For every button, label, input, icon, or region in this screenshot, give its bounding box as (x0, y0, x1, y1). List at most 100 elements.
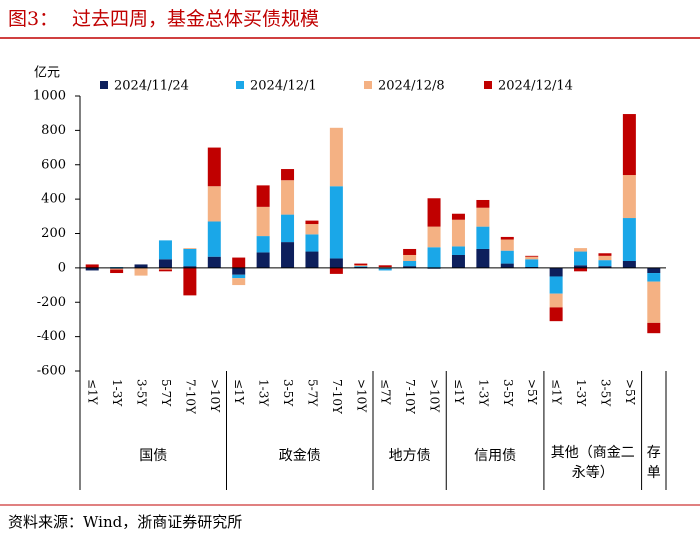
x-tick-label: 3-5Y (598, 379, 612, 407)
bar-segment (622, 114, 636, 176)
x-tick-label: 7-10Y (183, 379, 197, 415)
bar-segment (451, 213, 465, 220)
bar-segment (476, 199, 490, 208)
y-tick-label: 200 (41, 226, 66, 241)
bar-segment (134, 267, 148, 276)
bar-segment (598, 253, 612, 256)
group-label: 政金债 (278, 448, 321, 464)
x-tick-label: >10Y (428, 379, 442, 413)
bar-segment (451, 246, 465, 255)
bar-segment (207, 186, 221, 222)
bar-segment (305, 234, 319, 252)
x-tick-label: 1-3Y (110, 379, 124, 407)
x-tick-label: 3-5Y (281, 379, 295, 407)
bar-segment (574, 248, 588, 252)
bar-segment (158, 259, 172, 268)
bar-segment (110, 269, 124, 274)
bar-segment (598, 260, 612, 267)
bar-segment (207, 221, 221, 257)
bar-segment (183, 267, 197, 296)
bar-segment (207, 256, 221, 268)
x-tick-label: 5-7Y (305, 379, 319, 407)
bar-segment (281, 180, 295, 215)
bar-segment (403, 266, 417, 268)
bar-segment (329, 127, 343, 187)
bar-segment (85, 267, 99, 271)
y-tick-label: -600 (37, 364, 66, 379)
x-tick-label: 1-3Y (476, 379, 490, 407)
bar-segment (354, 263, 368, 266)
bar-segment (500, 250, 514, 264)
legend-label: 2024/12/8 (378, 79, 445, 94)
x-tick-label: ≤1Y (550, 379, 564, 406)
group-label: 存单 (646, 445, 661, 481)
bar-segment (305, 251, 319, 268)
x-tick-label: >10Y (354, 379, 368, 413)
bar-segment (574, 251, 588, 266)
bar-segment (354, 265, 368, 267)
source: 资料来源：Wind，浙商证券研究所 (8, 513, 242, 531)
bar-segment (158, 269, 172, 272)
y-tick-label: 600 (41, 157, 66, 172)
bar-segment (476, 248, 490, 268)
bar-segment (525, 259, 539, 268)
bar-segment (256, 206, 270, 237)
y-tick-label: -400 (37, 329, 66, 344)
x-tick-label: ≤1Y (232, 379, 246, 406)
bar-segment (647, 281, 661, 323)
group-label: 国债 (139, 448, 168, 464)
x-tick-label: >5Y (525, 379, 539, 406)
bar-segment (476, 226, 490, 249)
bar-segment (378, 265, 392, 268)
x-tick-label: 7-10Y (330, 379, 344, 415)
bar-segment (451, 219, 465, 247)
legend-label: 2024/12/1 (250, 79, 317, 94)
bar-segment (427, 247, 441, 268)
bar-segment (183, 266, 197, 268)
legend-label: 2024/12/14 (498, 79, 573, 94)
bar-segment (305, 220, 319, 225)
bar-segment (549, 307, 563, 322)
bar-segment (647, 322, 661, 334)
y-tick-label: 0 (58, 260, 66, 275)
bar-segment (281, 169, 295, 181)
y-tick-label: 400 (41, 192, 66, 207)
x-tick-label: ≤1Y (86, 379, 100, 406)
x-tick-label: 3-5Y (501, 379, 515, 407)
y-tick-label: 800 (41, 123, 66, 138)
x-tick-label: ≤7Y (379, 379, 393, 406)
bar-segment (207, 147, 221, 187)
bar-segment (549, 293, 563, 308)
legend-label: 2024/11/24 (114, 79, 189, 94)
x-tick-label: 3-5Y (135, 379, 149, 407)
bar-segment (256, 185, 270, 207)
y-tick-label: 1000 (33, 89, 66, 104)
bar-segment (158, 240, 172, 260)
bar-segment (329, 258, 343, 268)
bar-segment (329, 267, 343, 274)
bar-segment (549, 267, 563, 277)
bar-segment (525, 255, 539, 257)
bar-segment (85, 264, 99, 268)
bar-segment (549, 276, 563, 294)
bar-segment (427, 198, 441, 227)
legend-swatch (100, 81, 108, 89)
bar-segment (110, 268, 124, 270)
bar-segment (183, 248, 197, 249)
legend-swatch (484, 81, 492, 89)
bar-segment (500, 239, 514, 251)
bar-segment (647, 267, 661, 274)
x-tick-label: >5Y (623, 379, 637, 406)
bar-segment (476, 207, 490, 227)
bar-segment (574, 267, 588, 272)
y-unit: 亿元 (34, 66, 60, 81)
bar-segment (158, 267, 172, 270)
bar-segment (378, 268, 392, 271)
x-tick-label: 1-3Y (257, 379, 271, 407)
chart-title: 过去四周，基金总体买债规模 (72, 8, 319, 30)
bar-segment (622, 261, 636, 268)
bar-segment (256, 236, 270, 253)
bar-segment (354, 266, 368, 268)
